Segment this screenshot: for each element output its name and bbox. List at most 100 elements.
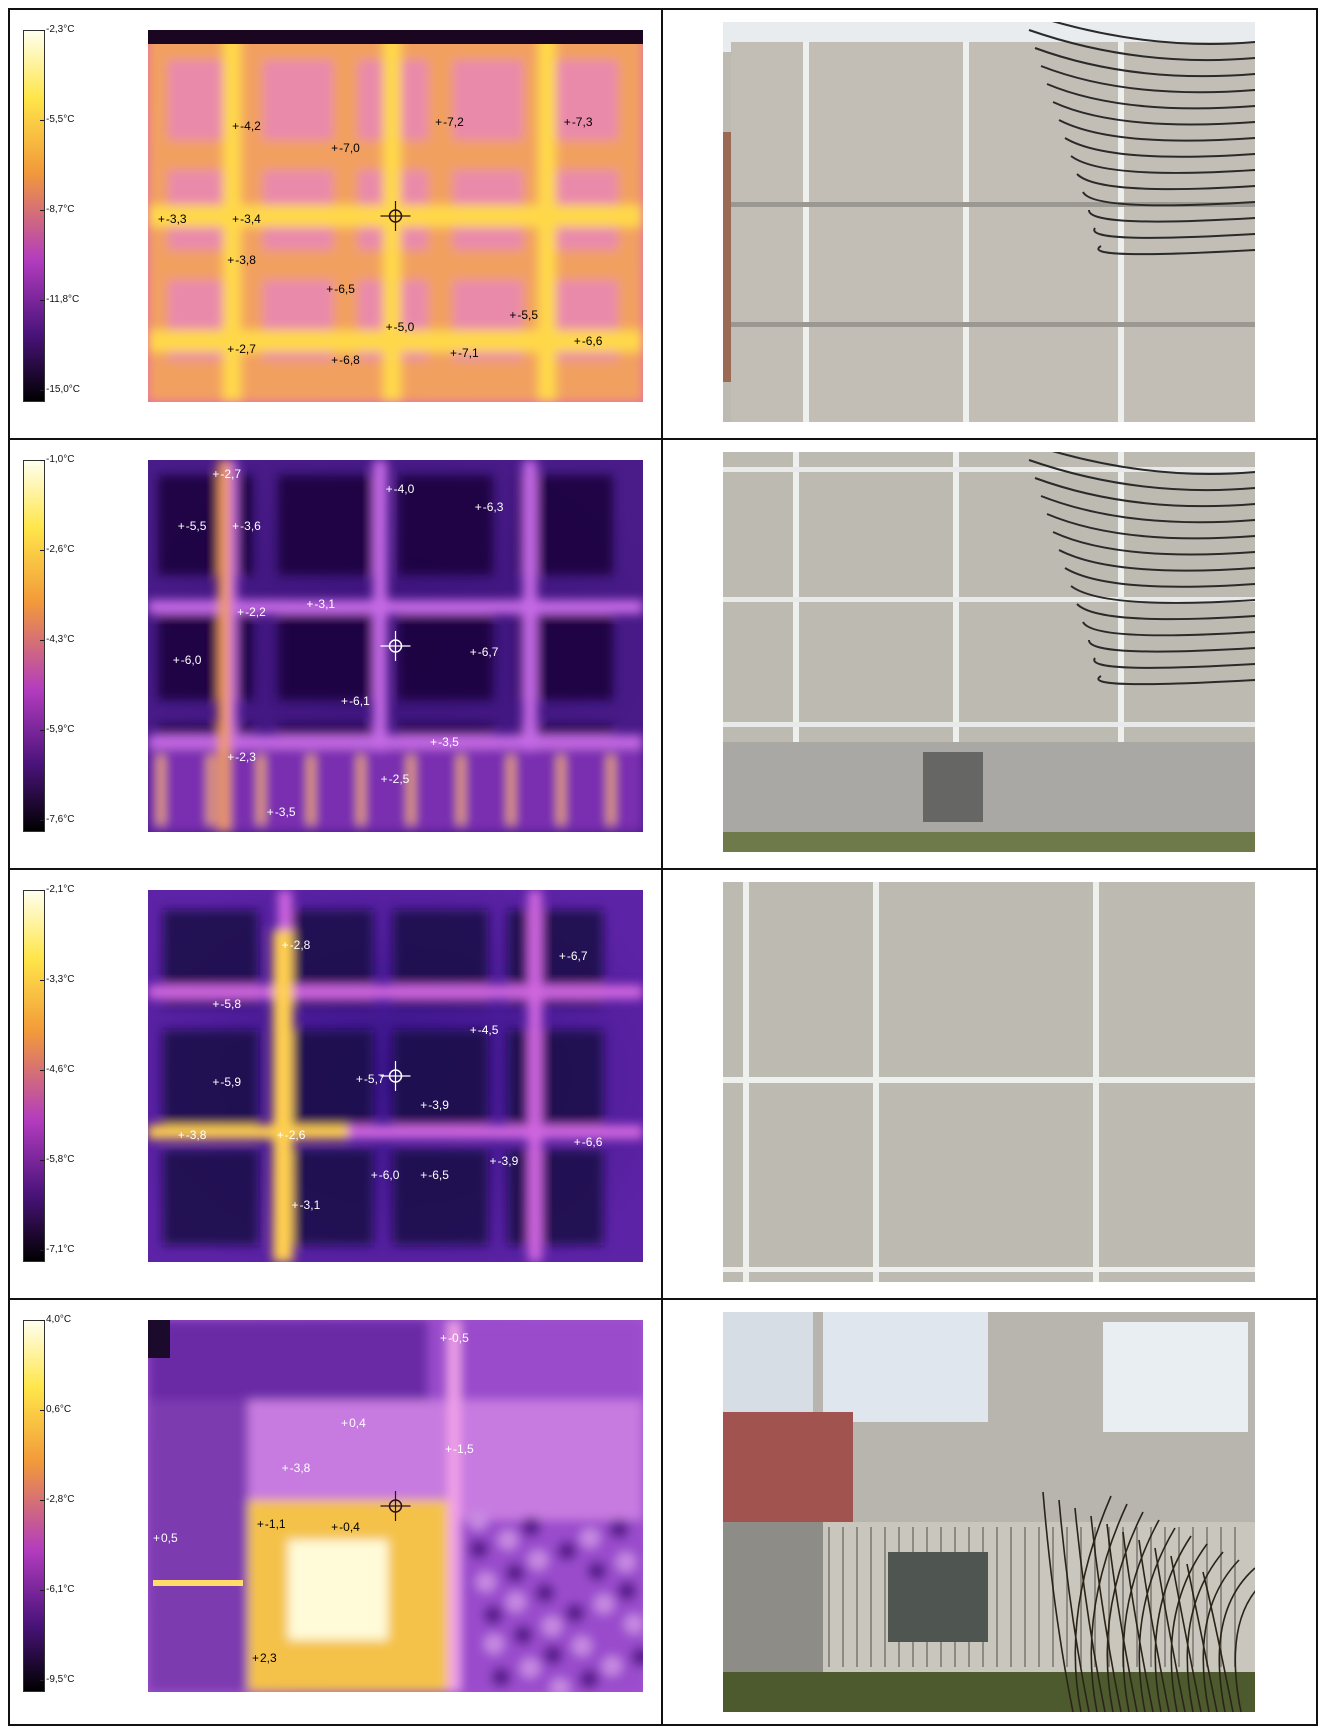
- measurement-value: -6,7: [566, 948, 588, 963]
- measurement-value: -1,1: [264, 1516, 286, 1531]
- measurement-label: +-6,5: [420, 1168, 449, 1182]
- measurement-label: +-2,8: [282, 938, 311, 952]
- crosshair-icon: [380, 1061, 411, 1091]
- measurement-point-icon: +: [227, 341, 235, 356]
- scale-tick-label: -2,8°C: [39, 1494, 75, 1505]
- scale-tick-label: -9,5°C: [39, 1674, 75, 1685]
- scale-tick-label: -11,8°C: [39, 294, 80, 305]
- measurement-point-icon: +: [385, 481, 393, 496]
- scale-tick-label: -4,3°C: [39, 634, 75, 645]
- measurement-value: -3,3: [165, 211, 187, 226]
- measurement-point-icon: +: [385, 319, 393, 334]
- measurement-value: -5,7: [363, 1071, 385, 1086]
- table-border: [8, 438, 1318, 440]
- thermal-row-3: -2,1°C -3,3°C -4,6°C -5,8°C -7,1°C +-2,8 +-6,7…: [8, 868, 1318, 1298]
- measurement-label: +-1,5: [445, 1442, 474, 1456]
- measurement-point-icon: +: [331, 1520, 339, 1535]
- measurement-label: +-6,8: [331, 353, 360, 367]
- measurement-label: +-2,3: [227, 750, 256, 764]
- measurement-point-icon: +: [469, 645, 477, 660]
- measurement-point-icon: +: [276, 1127, 284, 1142]
- scale-tick-label: -3,3°C: [39, 974, 75, 985]
- thermal-row-4: 4,0°C 0,6°C -2,8°C -6,1°C -9,5°C +-0,5 +0,4 +-1…: [8, 1298, 1318, 1728]
- temperature-scale: [23, 460, 45, 832]
- measurement-value: -0,5: [448, 1330, 469, 1345]
- measurement-value: -5,5: [517, 308, 539, 323]
- thermogram: +-0,5 +0,4 +-1,5 +-3,8 +-1,1 +-0,4 +0,5 +2,3: [148, 1320, 643, 1692]
- measurement-point-icon: +: [573, 1134, 581, 1149]
- measurement-label: +-7,2: [435, 115, 464, 129]
- measurement-value: -3,8: [289, 1460, 311, 1475]
- measurement-value: -5,9: [220, 1075, 242, 1090]
- measurement-label: +0,5: [153, 1531, 178, 1545]
- measurement-value: -6,5: [428, 1168, 449, 1183]
- tree-branches: [1028, 22, 1255, 256]
- measurement-label: +-6,6: [574, 1135, 603, 1149]
- scale-tick-label: -5,9°C: [39, 724, 75, 735]
- measurement-point-icon: +: [172, 652, 180, 667]
- table-border: [8, 8, 1318, 10]
- measurement-value: -3,8: [235, 252, 256, 267]
- measurement-label: +-6,3: [475, 500, 504, 514]
- measurement-value: -4,5: [477, 1023, 499, 1038]
- tree-branches: [1028, 452, 1255, 686]
- measurement-label: +-3,3: [158, 212, 187, 226]
- measurement-label: +-4,5: [470, 1023, 499, 1037]
- measurement-value: -0,4: [339, 1520, 360, 1535]
- thermogram: +-4,2 +-7,0 +-7,2 +-7,3 +-3,3 +-3,4 +-3,8 +-6,5…: [148, 30, 643, 402]
- measurement-label: +-3,9: [420, 1098, 449, 1112]
- measurement-point-icon: +: [232, 211, 240, 226]
- measurement-label: +-3,8: [178, 1128, 207, 1142]
- measurement-value: -5,8: [220, 997, 242, 1012]
- measurement-label: +-3,5: [267, 805, 296, 819]
- measurement-value: -5,5: [185, 518, 207, 533]
- measurement-value: -7,3: [571, 115, 593, 129]
- measurement-value: -3,6: [240, 518, 261, 533]
- measurement-value: -3,8: [185, 1127, 207, 1142]
- measurement-point-icon: +: [256, 1516, 264, 1531]
- measurement-point-icon: +: [291, 1198, 299, 1213]
- measurement-value: -6,7: [477, 645, 499, 660]
- measurement-point-icon: +: [469, 1023, 477, 1038]
- measurement-point-icon: +: [157, 211, 165, 226]
- measurement-point-icon: +: [440, 1330, 448, 1345]
- measurement-label: +-3,1: [306, 597, 335, 611]
- table-border: [8, 8, 10, 1726]
- measurement-label: +-5,5: [178, 519, 207, 533]
- measurement-label: +-2,2: [237, 605, 266, 619]
- measurement-label: +-2,5: [381, 772, 410, 786]
- measurement-label: +-0,5: [440, 1331, 469, 1345]
- scale-tick-label: -8,7°C: [39, 204, 75, 215]
- measurement-point-icon: +: [281, 1460, 289, 1475]
- measurement-value: -3,5: [274, 805, 296, 820]
- measurement-value: -6,6: [581, 1134, 603, 1149]
- thermal-row-1: -2,3°C -5,5°C -8,7°C -11,8°C -15,0°C +-4,2 +-7…: [8, 8, 1318, 438]
- measurement-label: +-3,8: [282, 1461, 311, 1475]
- measurement-point-icon: +: [227, 749, 235, 764]
- measurement-label: +-5,7: [356, 1072, 385, 1086]
- scale-tick-label: 4,0°C: [39, 1314, 72, 1325]
- measurement-value: -1,5: [453, 1442, 474, 1457]
- measurement-point-icon: +: [489, 1153, 497, 1168]
- measurement-point-icon: +: [420, 1168, 428, 1183]
- measurement-value: -6,1: [349, 693, 370, 708]
- measurement-label: +-3,8: [227, 253, 256, 267]
- thermogram: +-2,7 +-4,0 +-6,3 +-5,5 +-3,6 +-2,2 +-3,1 +-6,0…: [148, 460, 643, 832]
- measurement-value: -3,9: [497, 1153, 519, 1168]
- measurement-value: -3,9: [428, 1097, 449, 1112]
- table-border: [8, 868, 1318, 870]
- measurement-label: +-3,6: [232, 519, 261, 533]
- measurement-point-icon: +: [474, 500, 482, 515]
- temperature-scale: [23, 30, 45, 402]
- measurement-point-icon: +: [326, 282, 334, 297]
- measurement-label: +-5,9: [212, 1075, 241, 1089]
- scale-tick-label: -5,8°C: [39, 1154, 75, 1165]
- measurement-point-icon: +: [430, 734, 438, 749]
- measurement-label: +0,4: [341, 1416, 366, 1430]
- comparison-table: [8, 8, 1318, 1726]
- measurement-value: -7,2: [443, 115, 464, 129]
- measurement-label: +-3,5: [430, 735, 459, 749]
- measurement-point-icon: +: [232, 518, 240, 533]
- thermal-row-2: -1,0°C -2,6°C -4,3°C -5,9°C -7,6°C +-2,7 +-4,0…: [8, 438, 1318, 868]
- measurement-point-icon: +: [331, 353, 339, 368]
